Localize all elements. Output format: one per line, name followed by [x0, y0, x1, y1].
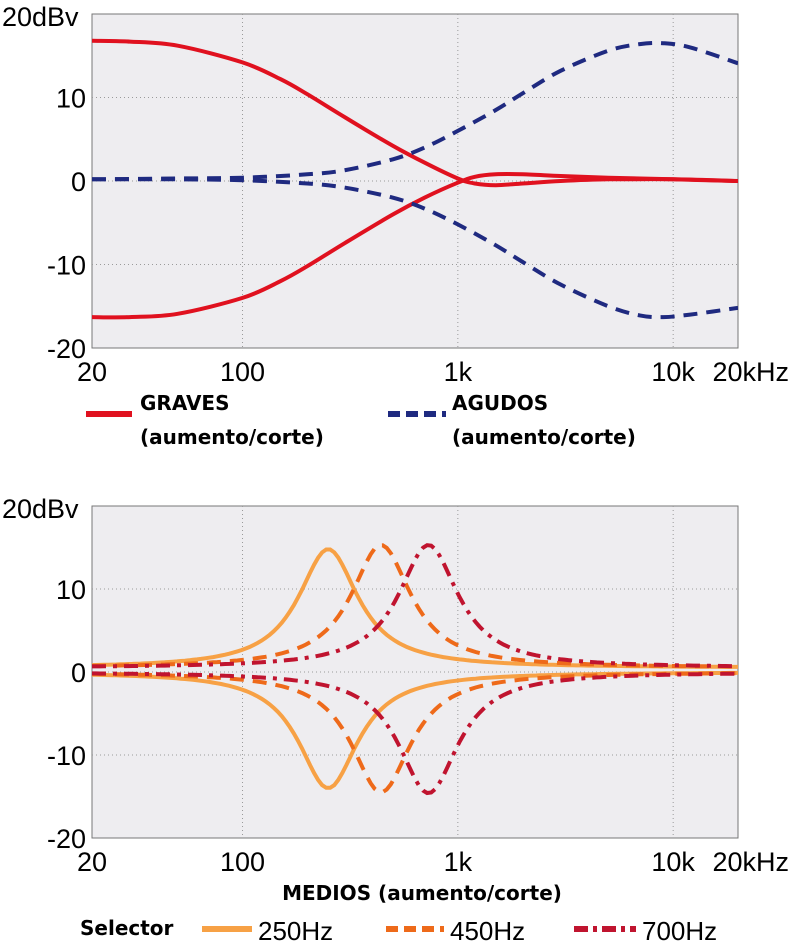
- y-tick-label: 0: [71, 658, 86, 688]
- series-line-agudos: [92, 40, 738, 182]
- x-axis-title: MEDIOS (aumento/corte): [282, 881, 562, 905]
- legend-title: Selector: [80, 916, 174, 940]
- x-tick-label: 100: [220, 357, 265, 387]
- legend-label: GRAVES: [140, 391, 229, 415]
- y-tick-label: -20: [47, 334, 86, 364]
- series-line-700hz: [92, 543, 738, 669]
- y-tick-label: -10: [47, 741, 86, 771]
- x-tick-label: 10k: [651, 357, 695, 387]
- x-tick-label: 1k: [444, 357, 473, 387]
- x-tick-label: 20: [77, 847, 107, 877]
- x-tick-label: 10k: [651, 847, 695, 877]
- y-tick-label: 20dBv: [2, 2, 79, 32]
- y-tick-label: 10: [56, 84, 86, 114]
- y-tick-label: 0: [71, 167, 86, 197]
- legend-label: (aumento/corte): [140, 425, 324, 449]
- series-line-graves: [92, 38, 738, 188]
- y-tick-label: -20: [47, 824, 86, 854]
- y-tick-label: 10: [56, 575, 86, 605]
- series-line-agudos: [92, 177, 738, 320]
- y-tick-label: 20dBv: [2, 494, 79, 524]
- series-line-graves: [92, 172, 738, 320]
- x-tick-label: 20: [77, 357, 107, 387]
- y-tick-label: -10: [47, 251, 86, 281]
- x-tick-label: 20kHz: [712, 847, 789, 877]
- legend-label: (aumento/corte): [452, 425, 636, 449]
- legend-label: AGUDOS: [452, 391, 548, 415]
- series-line-700hz: [92, 671, 738, 796]
- legend-label: 700Hz: [642, 916, 717, 946]
- x-tick-label: 1k: [444, 847, 473, 877]
- legend-label: 450Hz: [450, 916, 525, 946]
- legend-label: 250Hz: [258, 916, 333, 946]
- x-tick-label: 100: [220, 847, 265, 877]
- x-tick-label: 20kHz: [712, 357, 789, 387]
